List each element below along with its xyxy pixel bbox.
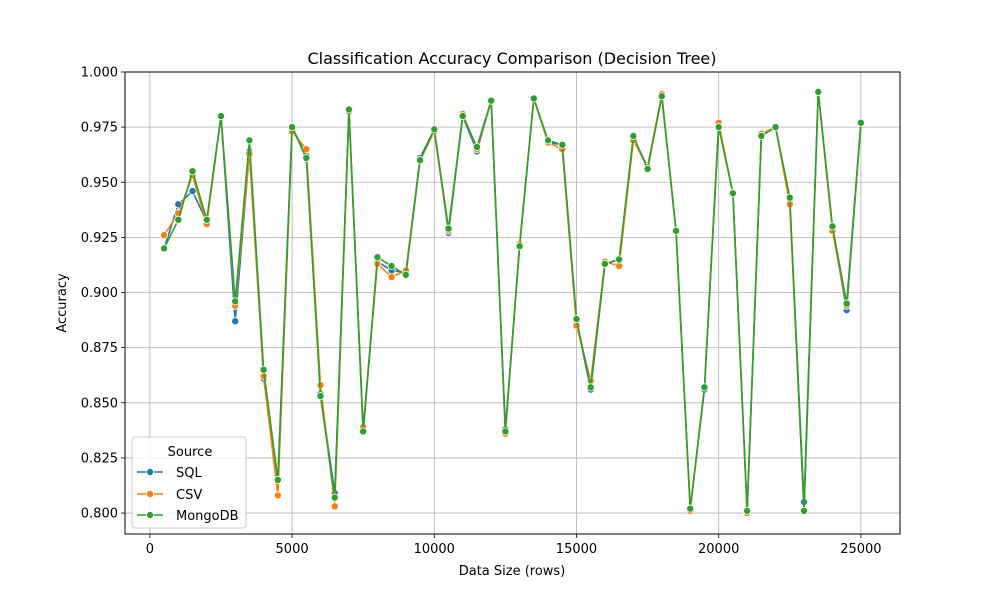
series-line-mongodb	[163, 91, 862, 512]
legend-marker-sql	[145, 467, 154, 476]
y-tick-label: 0.975	[81, 121, 118, 136]
legend-label-csv: CSV	[176, 488, 202, 503]
data-point-mongodb	[344, 105, 353, 114]
data-point-mongodb	[444, 224, 453, 233]
data-point-mongodb	[359, 427, 368, 436]
data-point-mongodb	[657, 92, 666, 101]
x-tick-label: 20000	[698, 542, 739, 557]
y-tick-label: 0.825	[81, 451, 118, 466]
data-point-mongodb	[273, 475, 282, 484]
data-point-mongodb	[216, 112, 225, 121]
data-point-mongodb	[330, 493, 339, 502]
data-point-mongodb	[487, 96, 496, 105]
data-point-sql	[188, 187, 197, 196]
data-point-mongodb	[231, 297, 240, 306]
y-tick-label: 1.000	[81, 66, 118, 81]
data-point-mongodb	[458, 112, 467, 121]
data-point-mongodb	[245, 136, 254, 145]
data-point-sql	[231, 317, 240, 326]
x-tick-label: 10000	[414, 542, 455, 557]
x-tick-label: 15000	[556, 542, 597, 557]
y-tick-label: 0.950	[81, 176, 118, 191]
legend-title: Source	[168, 445, 213, 460]
y-tick-label: 0.850	[81, 396, 118, 411]
y-tick-label: 0.925	[81, 231, 118, 246]
data-point-mongodb	[373, 253, 382, 262]
data-point-mongodb	[259, 365, 268, 374]
data-point-mongodb	[743, 506, 752, 515]
data-point-mongodb	[856, 118, 865, 127]
data-point-mongodb	[316, 392, 325, 401]
data-point-mongodb	[387, 262, 396, 271]
legend: Source SQL CSV MongoDB	[131, 436, 247, 529]
x-tick-label: 0	[146, 542, 154, 557]
data-point-mongodb	[160, 244, 169, 253]
legend-label-sql: SQL	[176, 466, 202, 481]
y-tick-label: 0.900	[81, 286, 118, 301]
data-point-mongodb	[174, 215, 183, 224]
y-tick-label: 0.800	[81, 507, 118, 522]
data-point-mongodb	[814, 87, 823, 96]
y-tick-label: 0.875	[81, 341, 118, 356]
legend-marker-mongodb	[145, 510, 154, 519]
data-point-mongodb	[686, 504, 695, 513]
data-point-mongodb	[700, 383, 709, 392]
data-point-mongodb	[771, 123, 780, 132]
data-point-mongodb	[401, 270, 410, 279]
data-point-mongodb	[572, 314, 581, 323]
data-point-mongodb	[544, 136, 553, 145]
x-tick-label: 5000	[276, 542, 309, 557]
data-point-mongodb	[828, 222, 837, 231]
data-point-mongodb	[202, 215, 211, 224]
data-point-mongodb	[629, 131, 638, 140]
x-axis-label: Data Size (rows)	[459, 564, 566, 579]
series-layer	[160, 87, 865, 518]
data-point-mongodb	[586, 383, 595, 392]
data-point-mongodb	[757, 131, 766, 140]
legend-marker-csv	[145, 489, 154, 498]
data-point-csv	[387, 273, 396, 282]
data-point-mongodb	[529, 94, 538, 103]
data-point-csv	[615, 262, 624, 271]
data-point-mongodb	[672, 226, 681, 235]
data-point-mongodb	[714, 123, 723, 132]
plot-frame	[124, 71, 901, 535]
legend-box	[131, 436, 247, 529]
y-axis-ticks: 0.800 0.825 0.850 0.875 0.900 0.925 0.950 0.975…	[81, 66, 125, 522]
data-point-mongodb	[785, 193, 794, 202]
data-point-mongodb	[302, 153, 311, 162]
data-point-mongodb	[472, 142, 481, 151]
y-axis-label: Accuracy	[55, 273, 70, 333]
data-point-mongodb	[430, 125, 439, 134]
data-point-mongodb	[501, 427, 510, 436]
data-point-mongodb	[600, 259, 609, 268]
data-point-mongodb	[288, 123, 297, 132]
legend-label-mongodb: MongoDB	[176, 509, 239, 524]
data-point-mongodb	[643, 165, 652, 174]
data-point-mongodb	[416, 156, 425, 165]
data-point-mongodb	[188, 167, 197, 176]
data-point-mongodb	[800, 506, 809, 515]
series-mongodb	[160, 87, 865, 515]
chart-title: Classification Accuracy Comparison (Deci…	[308, 49, 717, 68]
data-point-mongodb	[842, 299, 851, 308]
data-point-mongodb	[558, 140, 567, 149]
data-point-mongodb	[615, 255, 624, 264]
data-point-mongodb	[728, 189, 737, 198]
x-axis-ticks: 0 5000 10000 15000 20000 25000	[146, 534, 882, 557]
data-point-csv	[273, 491, 282, 500]
x-tick-label: 25000	[840, 542, 881, 557]
data-point-csv	[160, 231, 169, 240]
data-point-csv	[330, 502, 339, 511]
data-point-mongodb	[515, 242, 524, 251]
